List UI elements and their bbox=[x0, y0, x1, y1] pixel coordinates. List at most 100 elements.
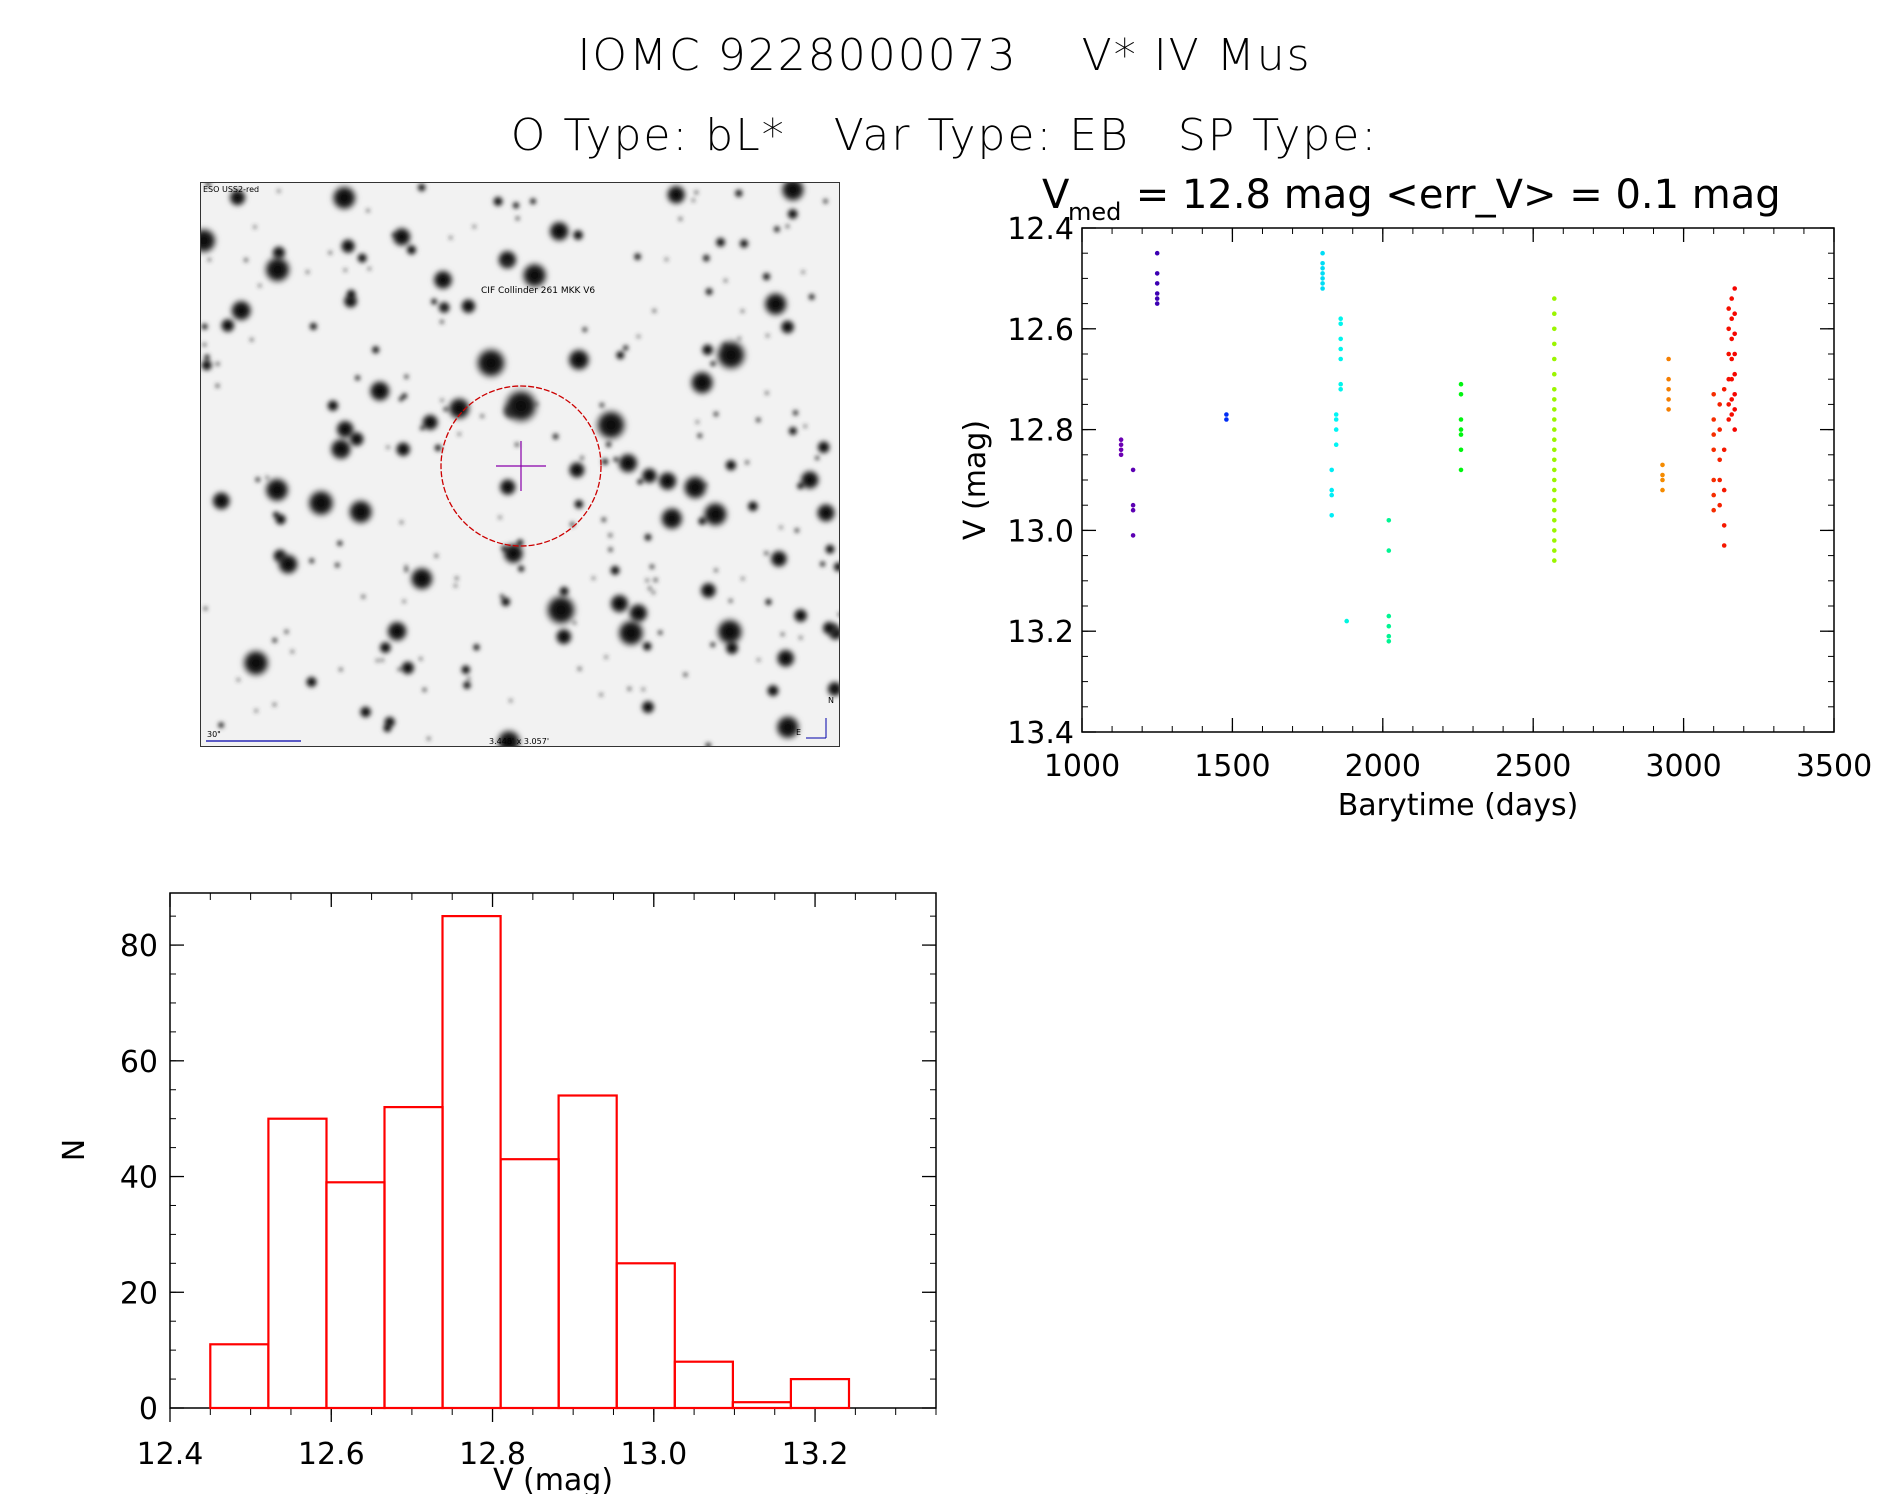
lc-point bbox=[1320, 276, 1325, 281]
star-blob bbox=[571, 228, 585, 242]
star-blob bbox=[404, 564, 409, 569]
lc-point bbox=[1552, 487, 1557, 493]
star-blob bbox=[393, 440, 413, 459]
star-blob bbox=[328, 250, 333, 255]
star-blob bbox=[343, 268, 348, 273]
star-blob bbox=[325, 398, 341, 413]
star-blob bbox=[272, 702, 277, 707]
star-blob bbox=[479, 413, 485, 419]
lc-point bbox=[1338, 387, 1343, 392]
bright-star bbox=[501, 386, 541, 426]
star-blob bbox=[378, 640, 393, 655]
lc-point bbox=[1721, 487, 1727, 493]
lc-point bbox=[1320, 250, 1325, 256]
star-blob bbox=[649, 563, 655, 570]
star-blob bbox=[780, 632, 785, 637]
star-blob bbox=[228, 297, 255, 324]
star-blob bbox=[358, 704, 373, 720]
star-blob bbox=[305, 269, 310, 275]
star-blob bbox=[614, 349, 626, 361]
star-blob bbox=[819, 560, 827, 568]
lc-point bbox=[1118, 442, 1124, 448]
star-blob bbox=[765, 683, 781, 699]
star-blob bbox=[402, 599, 407, 604]
lc-point bbox=[1729, 336, 1734, 342]
object-label: CIF Collinder 261 MKK V6 bbox=[481, 286, 595, 296]
star-blob bbox=[360, 594, 366, 600]
lc-point bbox=[1552, 387, 1557, 392]
lc-point bbox=[1660, 462, 1665, 468]
lc-point bbox=[1552, 467, 1557, 473]
lc-point bbox=[1726, 351, 1731, 357]
star-blob bbox=[454, 576, 459, 581]
star-blob bbox=[655, 469, 680, 493]
lc-point bbox=[1660, 472, 1665, 478]
star-blob bbox=[261, 253, 294, 286]
star-blob bbox=[345, 288, 358, 301]
star-blob bbox=[581, 326, 588, 333]
lc-point bbox=[1552, 397, 1557, 402]
lc-point bbox=[1118, 447, 1124, 453]
lc-point bbox=[1118, 452, 1124, 458]
lc-point bbox=[1329, 513, 1334, 518]
star-blob bbox=[664, 183, 689, 207]
scale-label: 30" bbox=[207, 730, 221, 739]
star-blob bbox=[515, 538, 525, 548]
lc-point bbox=[1130, 533, 1136, 538]
lc-point bbox=[1721, 543, 1727, 548]
star-blob bbox=[445, 395, 473, 422]
lc-point bbox=[1726, 326, 1731, 332]
bright-star bbox=[615, 617, 647, 649]
title-rest: = 12.8 mag <err_V> = 0.1 mag bbox=[1123, 172, 1781, 218]
lc-point bbox=[1552, 528, 1557, 533]
h-xtick-label: 13.2 bbox=[782, 1437, 849, 1472]
lc-point bbox=[1552, 326, 1557, 332]
lc-point bbox=[1732, 351, 1737, 357]
star-blob bbox=[433, 443, 443, 453]
star-blob bbox=[386, 445, 390, 450]
star-blob bbox=[497, 476, 519, 498]
lc-point bbox=[1552, 417, 1557, 422]
star-blob bbox=[653, 577, 659, 583]
star-blob bbox=[337, 452, 342, 458]
lc-point bbox=[1458, 427, 1464, 432]
lc-point bbox=[1338, 316, 1343, 322]
lc-point bbox=[1154, 296, 1160, 301]
star-blob bbox=[691, 198, 696, 203]
star-blob bbox=[345, 496, 376, 527]
star-blob bbox=[814, 455, 820, 461]
lc-point bbox=[1726, 402, 1731, 407]
lc-xtick-label: 1000 bbox=[1044, 749, 1120, 784]
histogram-bar bbox=[267, 1117, 328, 1410]
star-blob bbox=[704, 741, 712, 746]
star-blob bbox=[612, 456, 620, 463]
star-blob bbox=[744, 459, 750, 465]
star-blob bbox=[203, 353, 211, 361]
h-xtick-label: 12.6 bbox=[298, 1437, 365, 1472]
histogram-bar bbox=[209, 1343, 270, 1410]
star-blob bbox=[608, 564, 622, 577]
star-blob bbox=[472, 224, 477, 229]
star-blob bbox=[403, 567, 409, 573]
star-blob bbox=[798, 635, 803, 640]
star-blob bbox=[756, 657, 761, 662]
lc-point bbox=[1320, 271, 1325, 276]
star-blob bbox=[579, 455, 585, 461]
star-blob bbox=[370, 344, 381, 355]
star-blob bbox=[403, 373, 410, 380]
lc-point bbox=[1320, 281, 1325, 286]
lc-point bbox=[1729, 376, 1734, 382]
star-blob bbox=[439, 319, 445, 325]
star-blob bbox=[399, 659, 417, 677]
star-blob bbox=[290, 649, 295, 654]
star-blob bbox=[416, 183, 427, 193]
bright-star bbox=[240, 647, 272, 679]
lc-point bbox=[1726, 417, 1731, 422]
bright-star bbox=[543, 592, 579, 628]
lc-point bbox=[1458, 381, 1464, 387]
lc-point bbox=[1154, 301, 1160, 306]
lc-point bbox=[1386, 548, 1392, 553]
lc-point bbox=[1329, 492, 1334, 498]
lc-point bbox=[1320, 261, 1325, 266]
star-blob bbox=[336, 539, 344, 547]
